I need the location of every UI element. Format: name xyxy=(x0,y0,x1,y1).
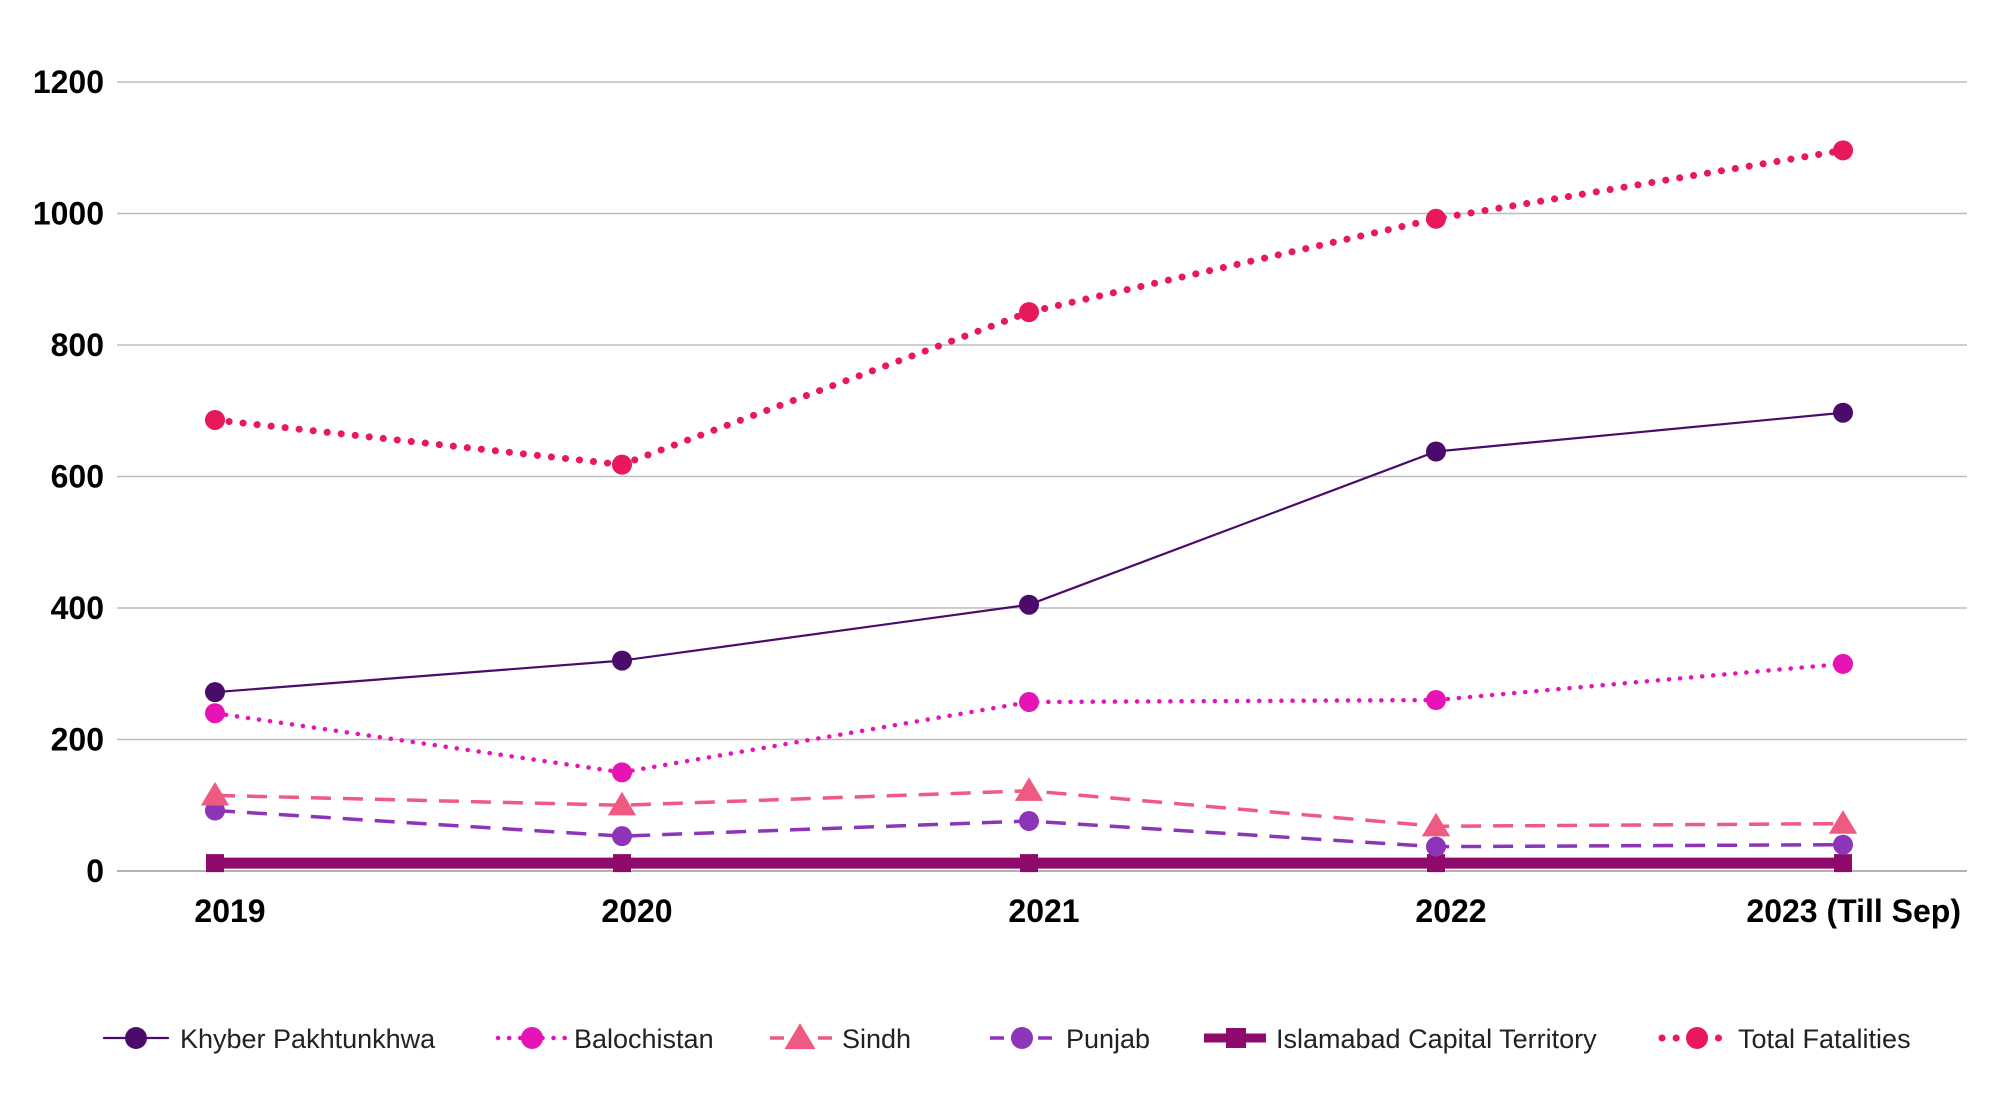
data-point xyxy=(1426,690,1446,711)
legend: Khyber Pakhtunkhwa Balochistan Sindh Punjab… xyxy=(102,1023,1911,1054)
legend-item: Total Fatalities xyxy=(1658,1024,1911,1054)
gridlines xyxy=(117,81,1967,872)
data-point xyxy=(1426,441,1446,462)
x-axis-ticks: 2019 2020 2021 2022 2023 (Till Sep) xyxy=(194,893,1961,929)
data-point xyxy=(1834,854,1852,873)
series-line xyxy=(212,661,1846,775)
legend-label: Sindh xyxy=(842,1024,911,1054)
data-point xyxy=(1020,854,1038,873)
legend-marker xyxy=(521,1027,543,1049)
y-tick-label: 800 xyxy=(51,327,104,363)
data-point xyxy=(1828,810,1858,834)
data-point xyxy=(1421,812,1451,837)
x-tick-label: 2019 xyxy=(194,893,265,929)
data-point xyxy=(1833,653,1853,674)
y-tick-label: 1200 xyxy=(33,64,104,100)
data-point xyxy=(1019,302,1039,323)
data-point xyxy=(607,791,637,816)
legend-item: Punjab xyxy=(990,1024,1150,1054)
legend-marker xyxy=(125,1027,147,1049)
legend-label: Khyber Pakhtunkhwa xyxy=(180,1024,436,1054)
data-point xyxy=(612,826,632,847)
legend-label: Islamabad Capital Territory xyxy=(1276,1024,1597,1054)
legend-label: Balochistan xyxy=(574,1024,714,1054)
data-point xyxy=(205,703,225,724)
series-balochistan xyxy=(205,653,1853,783)
legend-item: Sindh xyxy=(770,1023,911,1054)
data-point xyxy=(1426,208,1446,229)
x-tick-label: 2021 xyxy=(1008,893,1079,929)
data-point xyxy=(612,454,632,475)
data-point xyxy=(613,854,631,873)
legend-marker xyxy=(784,1023,816,1050)
data-point xyxy=(206,854,224,873)
series-sindh xyxy=(200,777,1858,837)
legend-marker xyxy=(1011,1027,1033,1049)
y-tick-label: 600 xyxy=(51,459,104,495)
series-line xyxy=(213,411,1845,694)
data-point xyxy=(612,650,632,671)
data-point xyxy=(205,682,225,703)
legend-item: Khyber Pakhtunkhwa xyxy=(102,1024,436,1054)
legend-item: Balochistan xyxy=(495,1024,714,1054)
data-point xyxy=(1833,140,1853,161)
data-point xyxy=(612,762,632,783)
legend-marker xyxy=(1686,1027,1708,1049)
data-point xyxy=(1427,854,1445,873)
x-tick-label: 2023 (Till Sep) xyxy=(1746,893,1961,929)
legend-label: Total Fatalities xyxy=(1738,1024,1911,1054)
data-point xyxy=(1833,402,1853,423)
data-point xyxy=(205,409,225,430)
y-tick-label: 200 xyxy=(51,722,104,758)
data-point xyxy=(1014,777,1044,801)
series-khyber-pakhtunkhwa xyxy=(205,402,1853,703)
data-point xyxy=(1426,836,1446,857)
series-total-fatalities xyxy=(205,140,1853,475)
legend-item: Islamabad Capital Territory xyxy=(1204,1024,1597,1054)
legend-marker xyxy=(1226,1028,1246,1048)
y-tick-label: 400 xyxy=(51,590,104,626)
legend-label: Punjab xyxy=(1066,1024,1150,1054)
data-point xyxy=(200,781,230,806)
y-tick-label: 0 xyxy=(86,853,104,889)
data-point xyxy=(1833,834,1853,855)
x-tick-label: 2020 xyxy=(601,893,672,929)
data-point xyxy=(1019,692,1039,713)
x-tick-label: 2022 xyxy=(1415,893,1486,929)
series-punjab xyxy=(205,800,1853,857)
series-islamabad-capital-territory xyxy=(206,854,1852,873)
y-tick-label: 1000 xyxy=(33,196,104,232)
data-point xyxy=(1019,594,1039,615)
y-axis-ticks: 0 200 400 600 800 1000 1200 xyxy=(33,64,104,889)
data-point xyxy=(1019,811,1039,832)
series-lines xyxy=(200,140,1858,873)
